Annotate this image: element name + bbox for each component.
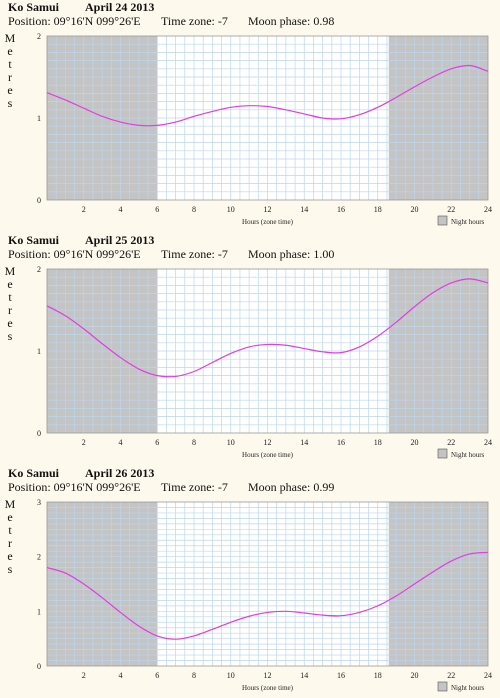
location-title: Ko Samui [8, 0, 60, 14]
date-title: April 26 2013 [85, 466, 155, 480]
x-tick-label: 16 [337, 205, 345, 214]
x-tick-label: 22 [447, 438, 455, 447]
y-tick-label: 1 [37, 607, 41, 616]
x-tick-label: 24 [484, 671, 492, 680]
x-tick-label: 2 [82, 438, 86, 447]
legend-swatch [437, 681, 448, 692]
moon-phase-text: Moon phase: 0.99 [248, 480, 335, 494]
x-tick-label: 20 [411, 671, 419, 680]
x-tick-label: 4 [119, 671, 123, 680]
y-tick-label: 1 [37, 347, 41, 356]
time-zone-text: Time zone: -7 [161, 14, 228, 28]
x-tick-label: 20 [411, 205, 419, 214]
x-tick-label: 24 [484, 205, 492, 214]
x-tick-label: 10 [227, 671, 235, 680]
position-text: Position: 09°16'N 099°26'E [8, 480, 141, 494]
x-tick-label: 18 [374, 438, 382, 447]
x-tick-label: 20 [411, 438, 419, 447]
x-tick-label: 4 [119, 205, 123, 214]
x-tick-label: 2 [82, 671, 86, 680]
legend-swatch [437, 215, 448, 226]
moon-phase-text: Moon phase: 0.98 [248, 14, 335, 28]
y-tick-label: 0 [37, 429, 41, 438]
y-tick-label: 0 [37, 196, 41, 205]
y-tick-label: 3 [37, 498, 41, 507]
x-tick-label: 16 [337, 438, 345, 447]
y-tick-label: 1 [37, 114, 41, 123]
time-zone-text: Time zone: -7 [161, 480, 228, 494]
x-tick-label: 8 [192, 671, 196, 680]
legend-label: Night hours [451, 218, 485, 226]
y-tick-label: 2 [37, 32, 41, 41]
x-axis-label: Hours (zone time) [242, 451, 294, 459]
plot-border [46, 268, 489, 434]
y-tick-label: 2 [37, 553, 41, 562]
x-tick-label: 8 [192, 438, 196, 447]
x-tick-label: 8 [192, 205, 196, 214]
x-tick-label: 12 [264, 438, 272, 447]
x-tick-label: 22 [447, 671, 455, 680]
x-tick-label: 4 [119, 438, 123, 447]
x-tick-label: 18 [374, 205, 382, 214]
moon-phase-text: Moon phase: 1.00 [248, 247, 335, 261]
x-axis-label: Hours (zone time) [242, 684, 294, 692]
x-tick-label: 14 [300, 671, 308, 680]
x-axis-label: Hours (zone time) [242, 218, 294, 226]
tide-series-line [46, 64, 489, 127]
plot-border [46, 501, 489, 667]
x-tick-label: 6 [155, 205, 159, 214]
tide-series-line [46, 278, 489, 378]
time-zone-text: Time zone: -7 [161, 247, 228, 261]
location-title: Ko Samui [8, 466, 60, 480]
x-tick-label: 10 [227, 438, 235, 447]
y-tick-label: 0 [37, 662, 41, 671]
date-title: April 24 2013 [85, 0, 155, 14]
x-tick-label: 12 [264, 671, 272, 680]
x-tick-label: 2 [82, 205, 86, 214]
x-tick-label: 10 [227, 205, 235, 214]
x-tick-label: 18 [374, 671, 382, 680]
plot-border [46, 35, 489, 201]
position-text: Position: 09°16'N 099°26'E [8, 14, 141, 28]
location-title: Ko Samui [8, 233, 60, 247]
y-tick-label: 2 [37, 265, 41, 274]
x-tick-label: 12 [264, 205, 272, 214]
legend-label: Night hours [451, 451, 485, 459]
x-tick-label: 14 [300, 205, 308, 214]
x-tick-label: 6 [155, 438, 159, 447]
x-tick-label: 6 [155, 671, 159, 680]
legend-label: Night hours [451, 684, 485, 692]
position-text: Position: 09°16'N 099°26'E [8, 247, 141, 261]
x-tick-label: 24 [484, 438, 492, 447]
x-tick-label: 22 [447, 205, 455, 214]
x-tick-label: 14 [300, 438, 308, 447]
x-tick-label: 16 [337, 671, 345, 680]
tide-series-line [46, 551, 489, 640]
date-title: April 25 2013 [85, 233, 155, 247]
legend-swatch [437, 448, 448, 459]
